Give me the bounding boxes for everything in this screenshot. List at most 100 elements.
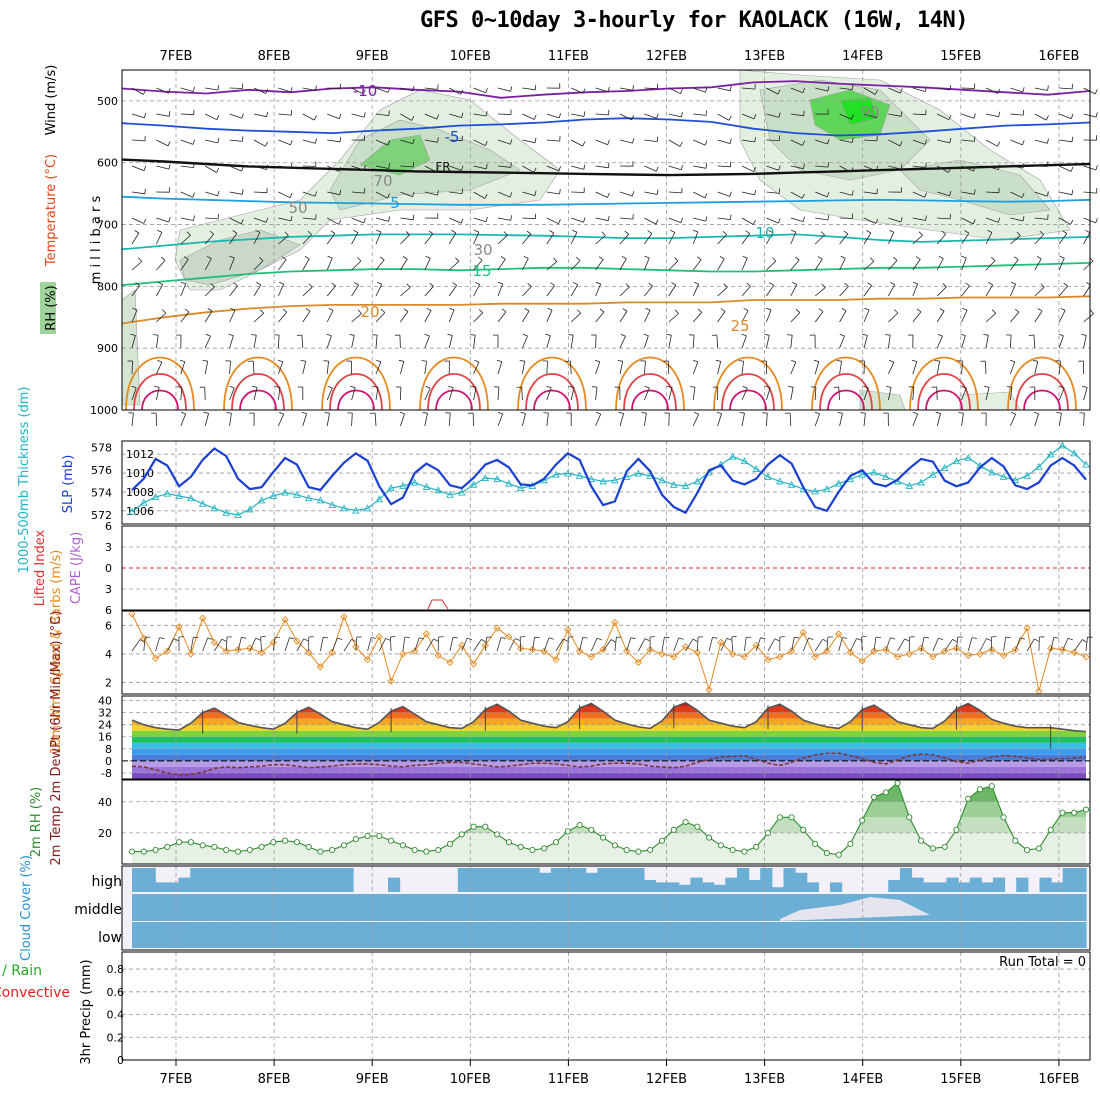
run-total-label: Run Total = 0	[999, 955, 1086, 970]
wind-barb	[156, 165, 170, 170]
wind-barb-10m	[484, 637, 487, 652]
wind-barb	[739, 412, 745, 414]
wind-barb	[912, 235, 923, 245]
wind-barb	[296, 334, 302, 336]
wind-barb	[666, 334, 672, 336]
wind-barb	[985, 260, 996, 271]
wind-barb	[689, 386, 696, 388]
wind-barb-10m	[473, 639, 482, 652]
wind-barb	[961, 360, 963, 375]
wind-barb	[522, 310, 530, 323]
wind-barb	[278, 311, 288, 323]
rh-point	[140, 848, 147, 855]
wind-barb	[632, 138, 635, 144]
rh-point	[223, 846, 230, 854]
wind-barb	[278, 217, 292, 222]
wind-barb	[331, 282, 336, 287]
wind-barb-10m	[850, 638, 857, 652]
thickness-point	[128, 507, 136, 515]
cloud-bar-low	[213, 922, 226, 948]
wind-barb	[156, 387, 160, 401]
wind-barb	[143, 165, 147, 171]
wind-barb	[229, 335, 234, 349]
cloud-bar-low	[725, 922, 738, 948]
rh-point	[494, 831, 501, 838]
wind-barb	[496, 359, 502, 362]
wind-barb-10m	[610, 639, 616, 643]
wind-barb	[375, 139, 389, 146]
wind-barb	[205, 165, 217, 173]
date-tick-top: 7FEB	[160, 49, 193, 64]
wind-barb	[398, 359, 404, 362]
wind-barb	[436, 167, 439, 173]
wind-barb	[595, 217, 609, 222]
wind-barb	[1083, 260, 1094, 271]
cloud-bar-low	[981, 922, 994, 948]
wind-barb	[790, 113, 804, 117]
wind-barb	[449, 165, 462, 171]
wind-barb	[790, 312, 801, 323]
cloud-bar-high	[713, 884, 726, 892]
wind-speed-point	[199, 614, 207, 622]
wind-barb	[510, 215, 512, 221]
rh-point	[600, 834, 607, 841]
wind-barb	[1010, 113, 1024, 116]
wind-barb	[351, 412, 353, 427]
wind-barb	[400, 191, 413, 198]
wind-barb	[668, 335, 672, 349]
wind-barb	[1034, 113, 1047, 121]
wind-barb	[741, 257, 748, 271]
rh-point	[588, 826, 595, 833]
wind-barb	[156, 312, 167, 323]
wind-barb	[1070, 113, 1074, 119]
cloud-bar-middle	[597, 894, 610, 921]
temp-band	[132, 748, 1086, 755]
wind-barb	[144, 112, 147, 118]
wind-barb	[1006, 386, 1013, 388]
thickness-point	[363, 504, 372, 512]
wind-barb	[655, 166, 659, 172]
wind-barb	[1094, 89, 1098, 95]
wind-barb-10m	[237, 637, 242, 652]
wind-barb	[795, 309, 801, 313]
wind-barb	[790, 165, 804, 170]
cloud-bar-high	[166, 882, 180, 892]
wind-barb	[815, 165, 829, 168]
wind-speed-point	[517, 644, 525, 652]
wind-barb	[570, 260, 581, 271]
cloud-bar-high	[329, 868, 342, 892]
wind-barb	[717, 311, 726, 323]
wind-speed-point	[234, 646, 242, 654]
wind-speed-point	[1023, 624, 1031, 632]
cloud-bar-low	[888, 922, 901, 948]
wind-barb	[1082, 385, 1088, 388]
wind-barb	[789, 412, 792, 427]
wind-barb	[154, 386, 160, 388]
wind-barb	[958, 412, 964, 414]
wind-barb	[987, 229, 993, 233]
wind-barb	[961, 232, 970, 245]
isotherm-loop	[713, 356, 783, 411]
wind-barb-10m	[582, 637, 588, 639]
cloud-bar-high	[678, 884, 691, 892]
wind-barb	[130, 333, 136, 336]
cloud-bar-high	[388, 877, 401, 892]
wind-barb	[961, 413, 964, 427]
cloud-bar-low	[1004, 922, 1017, 948]
wind-barb	[522, 413, 526, 427]
wind-barb	[900, 217, 903, 223]
cloud-bar-low	[678, 922, 691, 948]
wind-barb	[497, 234, 508, 245]
wind-barb	[522, 139, 536, 144]
wind-barb	[473, 387, 477, 401]
wind-speed-point	[681, 643, 690, 651]
wind-barb-10m	[596, 637, 602, 641]
wind-barb	[253, 387, 258, 401]
cloud-bar-middle	[725, 894, 738, 921]
wind-barb	[207, 308, 213, 312]
wind-barb-10m	[452, 636, 458, 639]
thickness-point	[787, 480, 796, 488]
wind-barb	[862, 333, 868, 336]
wind-barb-10m	[355, 636, 358, 652]
wind-barb-10m	[1019, 637, 1026, 640]
